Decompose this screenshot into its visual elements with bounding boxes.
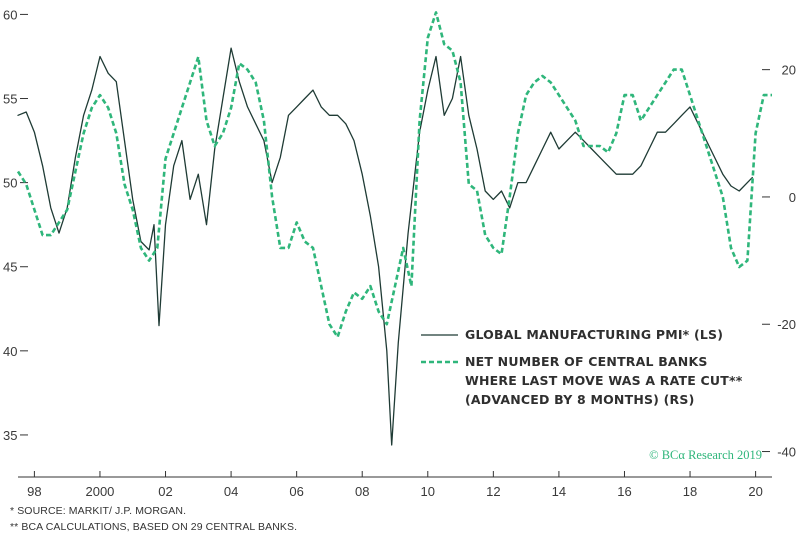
legend-banks-label-line3: (ADVANCED BY 8 MONTHS) (RS): [465, 392, 695, 407]
footnote-source: * SOURCE: MARKIT/ J.P. MORGAN.: [10, 505, 187, 517]
right-tick-label: -40: [777, 445, 796, 460]
left-tick-label: 55: [3, 92, 17, 107]
series-line-central-banks: [16, 11, 772, 339]
left-tick-label: 40: [3, 344, 17, 359]
x-tick-label: 14: [552, 484, 566, 499]
x-tick-label: 02: [158, 484, 172, 499]
watermark-text: © BCα Research 2019: [649, 448, 762, 462]
footnote-calculations: ** BCA CALCULATIONS, BASED ON 29 CENTRAL…: [10, 521, 298, 533]
series-layer: [16, 11, 772, 446]
x-tick-label: 98: [27, 484, 41, 499]
x-tick-label: 04: [224, 484, 238, 499]
x-tick-label: 10: [421, 484, 435, 499]
x-tick-label: 08: [355, 484, 369, 499]
left-tick-label: 60: [3, 7, 17, 22]
series-line-pmi: [17, 47, 753, 446]
right-axis-ticks: -40 -20 0 20: [762, 63, 796, 460]
left-tick-label: 35: [3, 428, 17, 443]
x-tick-label: 2000: [85, 484, 114, 499]
x-tick-label: 18: [683, 484, 697, 499]
x-tick-label: 12: [486, 484, 500, 499]
right-tick-label: -20: [777, 317, 796, 332]
legend: GLOBAL MANUFACTURING PMI* (LS) NET NUMBE…: [421, 327, 743, 407]
left-axis-ticks: 35 40 45 50 55 60: [3, 7, 28, 443]
x-tick-label: 06: [289, 484, 303, 499]
right-tick-label: 20: [782, 63, 796, 78]
legend-pmi-label: GLOBAL MANUFACTURING PMI* (LS): [465, 327, 723, 342]
chart-canvas: 98 2000 02 04 06 08 10 12 14 16 18 20 354045505560 …: [3, 7, 796, 499]
legend-banks-label-line2: WHERE LAST MOVE WAS A RATE CUT**: [465, 373, 743, 388]
x-axis-ticks: 98 2000 02 04 06 08 10 12 14 16 18 20: [27, 471, 763, 499]
x-tick-label: 20: [748, 484, 762, 499]
left-tick-label: 45: [3, 260, 17, 275]
legend-banks-label-line1: NET NUMBER OF CENTRAL BANKS: [465, 354, 708, 369]
x-tick-label: 16: [617, 484, 631, 499]
left-tick-label: 50: [3, 176, 17, 191]
right-tick-label: 0: [789, 190, 796, 205]
